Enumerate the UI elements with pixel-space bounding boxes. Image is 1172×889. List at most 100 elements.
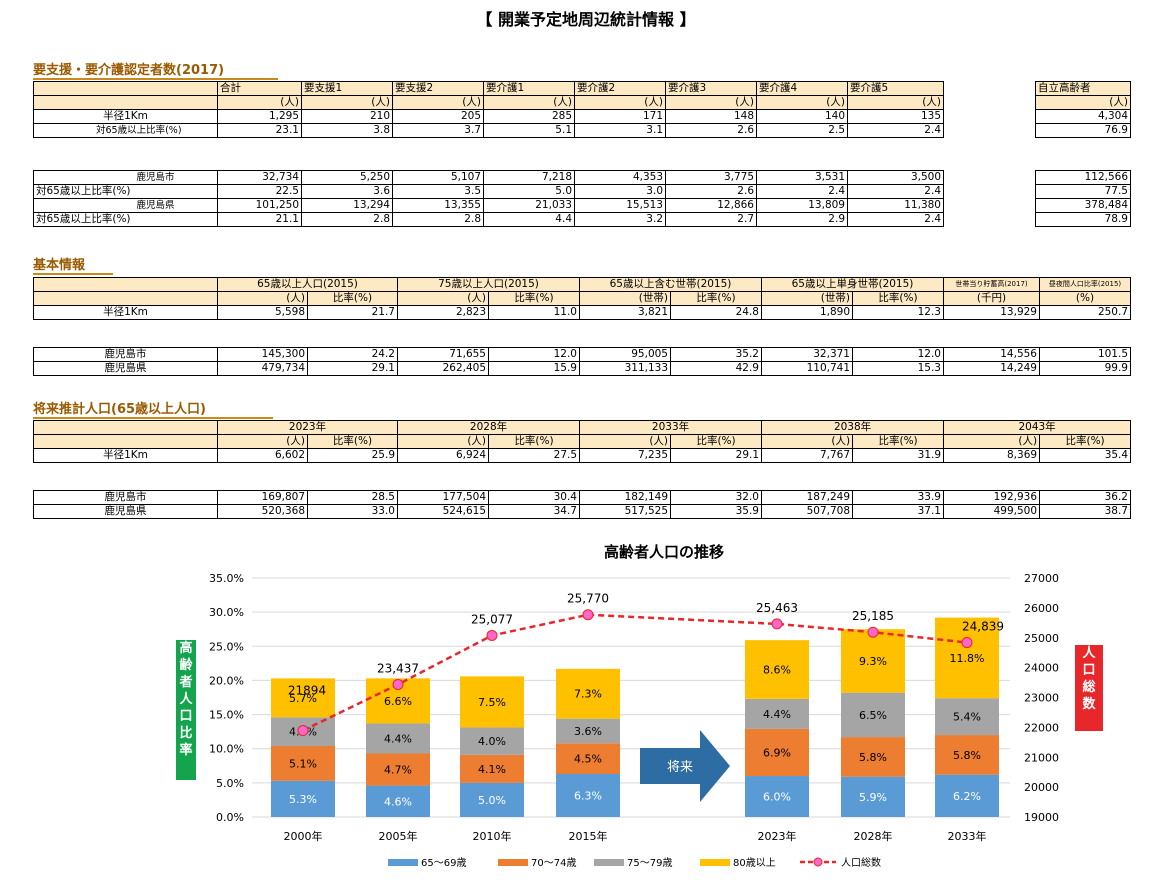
x-tick-label: 2005年	[379, 829, 418, 843]
future-sub-unit-4: (人)	[943, 434, 1041, 449]
bar-data-label: 3.6%	[574, 725, 602, 738]
chart-ylabel-box: 高齢者人口比率	[176, 640, 196, 780]
bar-segment	[935, 735, 999, 775]
care-cell: 32,734	[217, 170, 302, 185]
care-cell: 13,294	[301, 198, 393, 213]
basic-cell: 14,556	[943, 347, 1040, 362]
y2-tick-label: 20000	[1024, 781, 1059, 794]
bar-data-label: 4.4%	[763, 708, 791, 721]
care-row-label: 鹿児島県	[33, 198, 218, 213]
future-cell: 169,807	[217, 490, 308, 505]
care-cell: 3.7	[392, 123, 484, 138]
future-corner-2	[33, 434, 218, 449]
bar-segment	[841, 629, 905, 693]
care-corner	[33, 81, 218, 96]
basic-sub-ratio-2: 比率(%)	[670, 291, 762, 306]
future-sub-ratio-0: 比率(%)	[306, 434, 399, 449]
basic-cell: 42.9	[670, 361, 762, 376]
care-cell: 5.1	[483, 123, 575, 138]
independent-cell: 112,566	[1035, 170, 1131, 185]
care-cell: 2.6	[665, 123, 757, 138]
bar-data-label: 4.6%	[384, 795, 412, 808]
care-cell: 2.5	[756, 123, 848, 138]
future-cell: 37.1	[852, 504, 944, 519]
care-cell: 21.1	[217, 212, 302, 227]
future-row-label: 鹿児島市	[33, 490, 218, 505]
care-cell: 2.8	[392, 212, 484, 227]
basic-cell: 5,598	[217, 305, 308, 320]
legend-swatch	[388, 859, 418, 866]
basic-cell: 479,734	[217, 361, 308, 376]
bar-data-label: 6.2%	[953, 790, 981, 803]
care-cell: 23.1	[217, 123, 302, 138]
care-cell: 5,250	[301, 170, 393, 185]
care-row-label: 対65歳以上比率(%)	[33, 212, 218, 227]
care-header-0: 合計	[217, 81, 302, 96]
legend-label: 70～74歳	[531, 857, 576, 869]
legend-swatch	[594, 859, 624, 866]
bar-segment	[460, 754, 524, 783]
care-unit-7: (人)	[847, 95, 944, 110]
bar-data-label: 5.8%	[953, 749, 981, 762]
legend-line-marker	[813, 857, 823, 867]
chart-title: 高齢者人口の推移	[604, 543, 724, 561]
independent-cell: 4,304	[1035, 109, 1131, 124]
population-point	[771, 618, 783, 630]
basic-table-regions: 鹿児島市 145,300 24.2 71,655 12.0 95,005 35.2 32,37…	[33, 347, 1131, 376]
future-cell: 29.1	[670, 448, 763, 463]
future-cell: 33.0	[307, 504, 398, 519]
care-cell: 210	[301, 109, 393, 124]
future-sub-unit-1: (人)	[397, 434, 490, 449]
y-tick-label: 15.0%	[209, 709, 244, 722]
care-section-title: 要支援・要介護認定者数(2017)	[33, 63, 278, 80]
future-cell: 34.7	[488, 504, 580, 519]
care-header-3: 要介護1	[483, 81, 575, 96]
future-cell: 7,767	[761, 448, 854, 463]
future-cell: 35.4	[1039, 448, 1132, 463]
basic-section-title: 基本情報	[33, 258, 113, 275]
independent-row: 76.9	[1035, 123, 1131, 138]
basic-group-0: 65歳以上人口(2015)	[217, 277, 398, 292]
basic-cell: 311,133	[579, 361, 671, 376]
care-unit-2: (人)	[392, 95, 484, 110]
care-cell: 2.4	[756, 184, 848, 199]
bar-data-label: 4.7%	[384, 764, 412, 777]
basic-cell: 24.8	[670, 305, 762, 320]
basic-sub-unit-0: (人)	[217, 291, 308, 306]
basic-cell: 71,655	[397, 347, 489, 362]
care-cell: 15,513	[574, 198, 666, 213]
bar-segment	[841, 737, 905, 777]
population-data-label: 25,077	[471, 612, 513, 626]
basic-table-radius: 65歳以上人口(2015) 75歳以上人口(2015) 65歳以上含む世帯(2015…	[33, 277, 1131, 320]
bar-segment	[745, 728, 809, 777]
care-header-5: 要介護3	[665, 81, 757, 96]
basic-sub-ratio-1: 比率(%)	[488, 291, 580, 306]
care-cell: 12,866	[665, 198, 757, 213]
independent-row: 378,484	[1035, 198, 1131, 213]
future-cell: 35.9	[670, 504, 762, 519]
y2-tick-label: 19000	[1024, 811, 1059, 824]
bar-data-label: 8.6%	[763, 664, 791, 677]
bar-data-label: 5.0%	[478, 794, 506, 807]
basic-cell: 1,890	[761, 305, 853, 320]
y2-tick-label: 22000	[1024, 721, 1059, 734]
basic-cell: 12.0	[488, 347, 580, 362]
y2-tick-label: 26000	[1024, 602, 1059, 615]
population-point	[582, 609, 594, 621]
basic-cell: 21.7	[307, 305, 398, 320]
future-cell: 6,602	[217, 448, 308, 463]
future-sub-ratio-2: 比率(%)	[670, 434, 763, 449]
future-row-label: 鹿児島県	[33, 504, 218, 519]
population-data-label: 25,185	[852, 609, 894, 623]
future-cell: 499,500	[943, 504, 1040, 519]
y2-tick-label: 23000	[1024, 692, 1059, 705]
bar-data-label: 5.1%	[289, 757, 317, 770]
bar-segment	[366, 723, 430, 754]
future-sub-unit-3: (人)	[761, 434, 854, 449]
bar-data-label: 6.0%	[763, 791, 791, 804]
population-point	[961, 637, 973, 649]
basic-sub-ratio-3: 比率(%)	[852, 291, 944, 306]
care-cell: 2.4	[847, 212, 944, 227]
care-cell: 3.0	[574, 184, 666, 199]
future-cell: 6,924	[397, 448, 490, 463]
